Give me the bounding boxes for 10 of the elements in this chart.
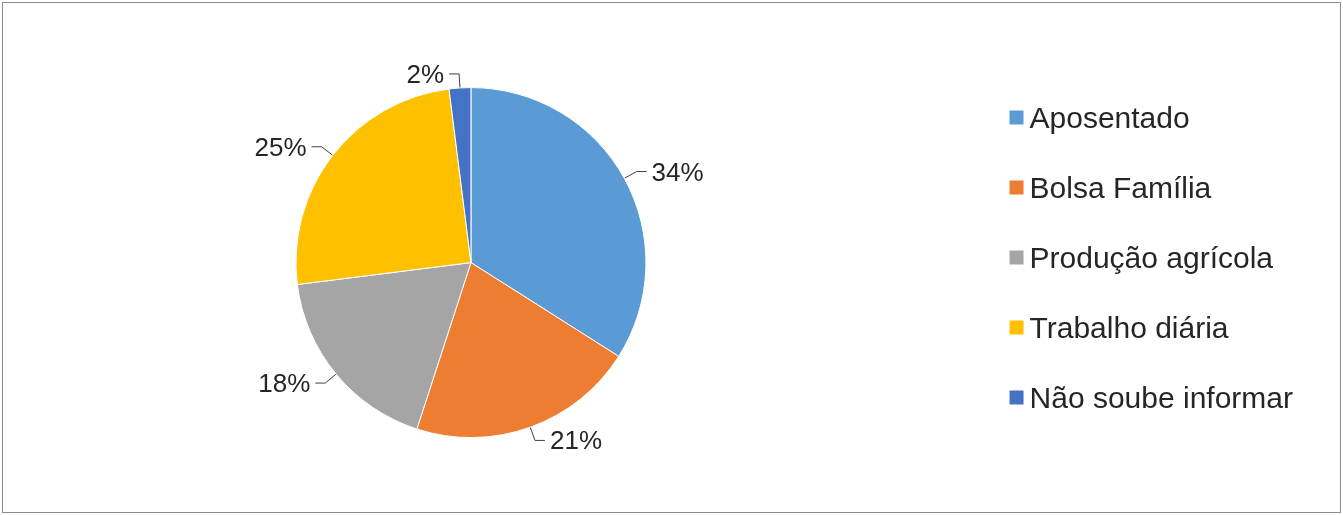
legend-label: Trabalho diária xyxy=(1029,311,1229,344)
data-label: 25% xyxy=(254,131,307,162)
data-label: 34% xyxy=(651,156,704,187)
legend-label: Produção agrícola xyxy=(1029,241,1274,274)
legend-label: Não soube informar xyxy=(1029,381,1294,414)
data-label: 2% xyxy=(406,58,445,89)
legend-label: Bolsa Família xyxy=(1029,171,1212,204)
data-label: 18% xyxy=(258,368,311,399)
data-label: 21% xyxy=(549,425,603,456)
legend-label: Aposentado xyxy=(1029,101,1190,134)
